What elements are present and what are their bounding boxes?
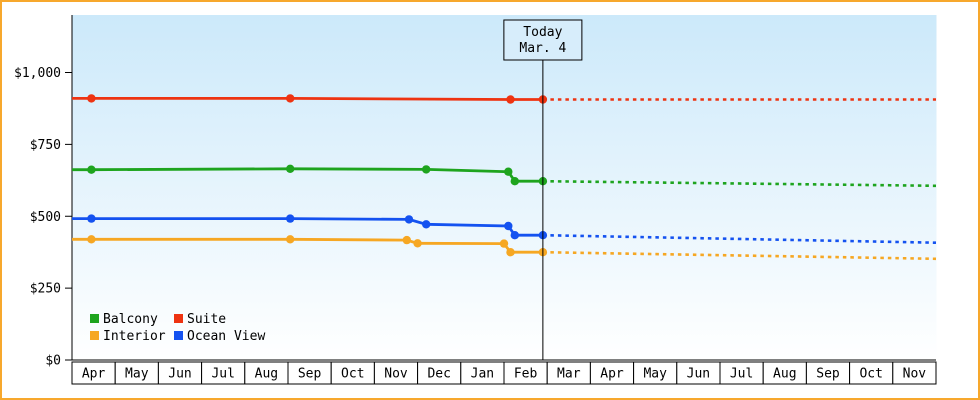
- today-box: [503, 19, 583, 61]
- series-balcony-marker: [286, 164, 295, 173]
- series-suite-marker: [87, 94, 96, 103]
- month-label: Nov: [384, 367, 408, 382]
- series-interior-marker: [87, 235, 96, 244]
- series-interior-marker: [413, 239, 422, 248]
- series-ocean-view-forecast: [542, 233, 937, 244]
- legend-label-balcony: Balcony: [103, 312, 158, 327]
- series-interior-marker: [506, 248, 515, 257]
- series-interior-marker: [286, 235, 295, 244]
- month-label: Mar: [557, 367, 581, 382]
- legend-label-interior: Interior: [103, 329, 166, 344]
- month-label: Jun: [168, 367, 191, 382]
- month-label: Feb: [514, 367, 538, 382]
- legend-swatch-suite: [174, 314, 183, 323]
- month-label: Apr: [600, 367, 624, 382]
- series-ocean-view-marker: [404, 215, 414, 224]
- series-balcony-forecast: [542, 179, 937, 188]
- today-date: Mar. 4: [519, 41, 566, 56]
- series-balcony-marker: [504, 167, 513, 176]
- today-title: Today: [523, 25, 562, 40]
- month-label: May: [643, 367, 667, 382]
- legend-swatch-interior: [90, 331, 99, 340]
- y-axis-label: $500: [30, 210, 61, 225]
- series-ocean-view-marker: [87, 214, 96, 223]
- series-suite-marker: [506, 95, 515, 104]
- series-interior-marker: [402, 235, 411, 245]
- month-label: Dec: [427, 367, 450, 382]
- month-label: Sep: [298, 367, 322, 382]
- series-interior-forecast: [542, 250, 937, 261]
- month-label: Jul: [211, 367, 234, 382]
- legend-label-ocean-view: Ocean View: [187, 329, 265, 344]
- y-axis-label: $1,000: [14, 66, 61, 81]
- month-label: Oct: [859, 367, 882, 382]
- series-suite-history: [72, 97, 543, 101]
- plot-background: [72, 15, 937, 360]
- y-axis-label: $750: [30, 138, 61, 153]
- month-label: Nov: [903, 367, 927, 382]
- month-label: Aug: [773, 367, 796, 382]
- month-label: Jul: [730, 367, 753, 382]
- legend-swatch-balcony: [90, 314, 99, 323]
- month-label: Jan: [471, 367, 494, 382]
- month-label: Aug: [255, 367, 278, 382]
- legend: Balcony Suite Interior Ocean View: [90, 312, 265, 344]
- month-cell: [892, 361, 937, 385]
- series-ocean-view-marker: [286, 214, 295, 223]
- series-balcony-marker: [87, 165, 96, 174]
- month-label: May: [125, 367, 149, 382]
- month-label: Jun: [687, 367, 710, 382]
- series-balcony-marker: [510, 177, 519, 186]
- series-ocean-view-marker: [504, 221, 513, 231]
- series-ocean-view-marker: [422, 220, 431, 229]
- series-balcony-marker: [422, 165, 431, 174]
- y-axis-label: $250: [30, 282, 61, 297]
- series-ocean-view-marker: [510, 231, 519, 240]
- series-interior-marker: [499, 239, 509, 248]
- month-label: Oct: [341, 367, 364, 382]
- y-axis-label: $0: [45, 354, 61, 369]
- month-label: Apr: [82, 367, 106, 382]
- month-label: Sep: [816, 367, 840, 382]
- series-suite-marker: [286, 94, 295, 103]
- legend-swatch-ocean-view: [174, 331, 183, 340]
- legend-label-suite: Suite: [187, 312, 226, 327]
